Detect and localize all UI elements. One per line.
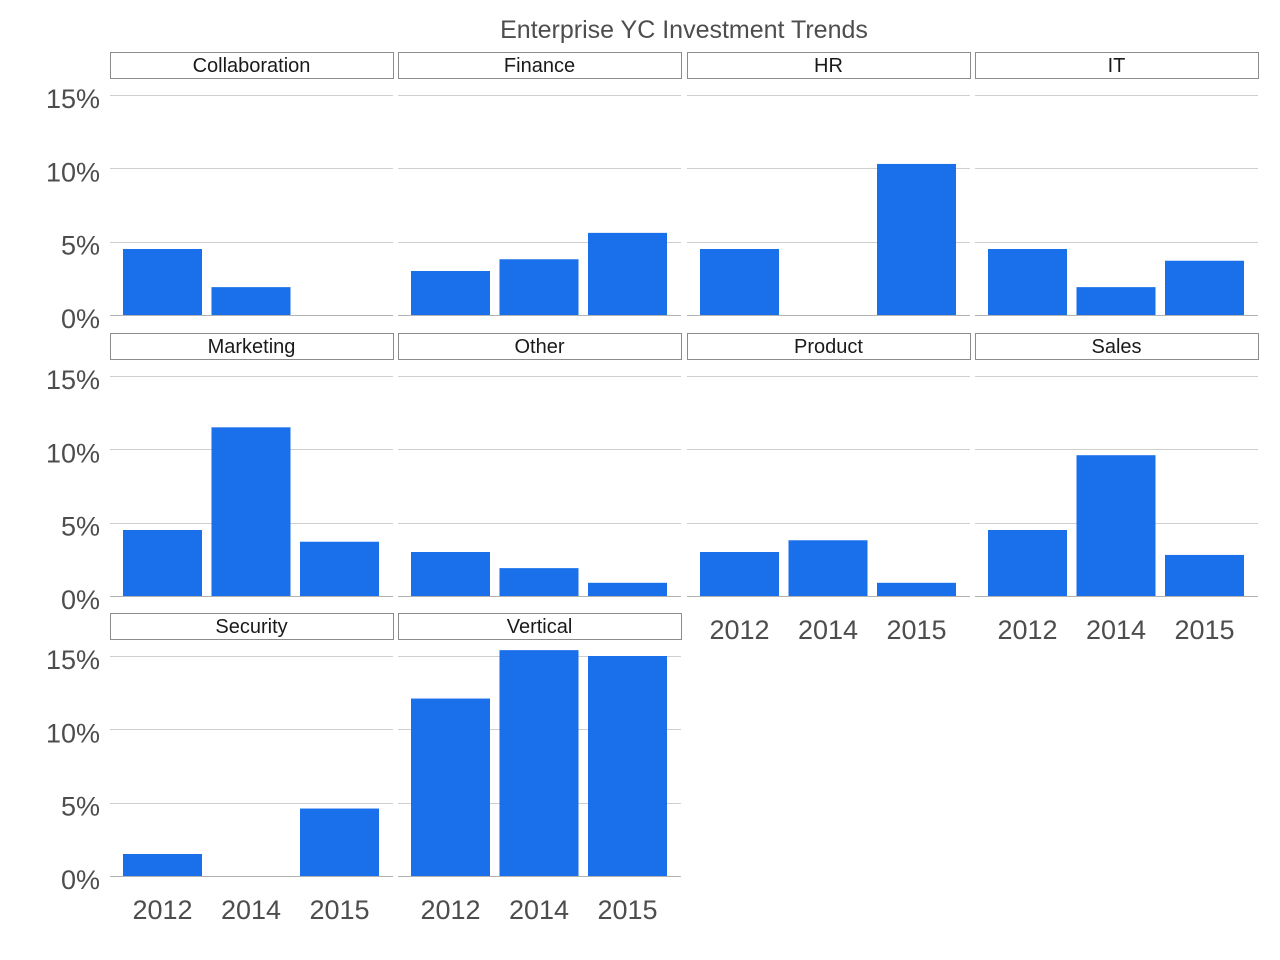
x-tick-label: 2012 [709, 615, 769, 645]
bar-vertical-2015 [588, 656, 667, 876]
bar-other-2015 [588, 582, 667, 596]
bar-marketing-2014 [211, 427, 291, 596]
y-tick-label: 15% [46, 645, 100, 675]
panel-strip [687, 52, 971, 79]
bar-finance-2015 [588, 232, 667, 315]
panel-label: Marketing [208, 336, 296, 358]
bar-finance-2014 [499, 259, 579, 315]
y-tick-label: 0% [61, 585, 100, 615]
bar-marketing-2015 [300, 541, 379, 596]
x-tick-label: 2015 [886, 615, 946, 645]
panel-label: Security [215, 616, 287, 638]
panel-strip [398, 613, 682, 640]
panel-label: Collaboration [193, 55, 311, 77]
x-tick-label: 2012 [420, 895, 480, 925]
bar-sales-2012 [988, 530, 1067, 596]
panel-label: Finance [504, 55, 575, 77]
panel-strip [687, 333, 971, 360]
bar-other-2012 [411, 552, 490, 596]
y-tick-label: 0% [61, 865, 100, 895]
bar-other-2014 [499, 568, 579, 596]
y-tick-label: 10% [46, 438, 100, 468]
panel-label: IT [1108, 55, 1126, 77]
panel-collaboration: Collaboration 0% 5% 10% 15% [46, 52, 394, 334]
bar-security-2015 [300, 808, 379, 876]
bar-collaboration-2014 [211, 287, 291, 315]
panel-label: Product [794, 336, 863, 358]
panel-product: Product 2012 2014 2015 [687, 333, 971, 645]
bar-hr-2015 [877, 163, 956, 315]
bar-sales-2014 [1076, 455, 1156, 596]
chart-title: Enterprise YC Investment Trends [500, 16, 868, 44]
x-tick-label: 2012 [132, 895, 192, 925]
panel-strip [975, 52, 1259, 79]
panel-finance: Finance [398, 52, 682, 316]
bar-collaboration-2012 [123, 249, 202, 315]
panel-strip [398, 52, 682, 79]
bar-finance-2012 [411, 271, 490, 315]
bar-hr-2012 [700, 249, 779, 315]
panel-label: Sales [1091, 336, 1141, 358]
panel-label: HR [814, 55, 843, 77]
y-tick-label: 15% [46, 365, 100, 395]
panel-label: Other [514, 336, 564, 358]
bar-security-2012 [123, 854, 202, 876]
y-tick-label: 5% [61, 512, 100, 542]
y-tick-label: 10% [46, 157, 100, 187]
panel-strip [398, 333, 682, 360]
bar-sales-2015 [1165, 554, 1244, 596]
x-tick-label: 2014 [221, 895, 281, 925]
x-tick-label: 2014 [509, 895, 569, 925]
bar-it-2014 [1076, 287, 1156, 315]
x-tick-label: 2015 [597, 895, 657, 925]
x-tick-label: 2015 [309, 895, 369, 925]
x-tick-label: 2015 [1174, 615, 1234, 645]
y-tick-label: 0% [61, 304, 100, 334]
panel-strip [110, 52, 394, 79]
panel-hr: HR [687, 52, 971, 316]
x-tick-label: 2012 [997, 615, 1057, 645]
panel-marketing: Marketing 0% 5% 10% 15% [46, 333, 394, 615]
panel-other: Other [398, 333, 682, 597]
y-tick-label: 15% [46, 84, 100, 114]
bar-it-2015 [1165, 260, 1244, 315]
x-tick-label: 2014 [798, 615, 858, 645]
bar-product-2015 [877, 582, 956, 596]
panel-strip [975, 333, 1259, 360]
bar-product-2014 [788, 540, 868, 596]
bar-vertical-2012 [411, 698, 490, 876]
y-tick-label: 5% [61, 231, 100, 261]
bar-vertical-2014 [499, 650, 579, 876]
y-tick-label: 5% [61, 792, 100, 822]
bar-it-2012 [988, 249, 1067, 315]
x-tick-label: 2014 [1086, 615, 1146, 645]
panel-strip [110, 333, 394, 360]
panel-it: IT [975, 52, 1259, 316]
panel-vertical: Vertical 2012 2014 2015 [398, 613, 682, 925]
bar-product-2012 [700, 552, 779, 596]
bar-marketing-2012 [123, 530, 202, 596]
panel-sales: Sales 2012 2014 2015 [975, 333, 1259, 645]
panel-strip [110, 613, 394, 640]
panel-security: Security 0% 5% 10% 15% 2012 2014 2015 [46, 613, 394, 925]
panel-label: Vertical [507, 616, 573, 638]
y-tick-label: 10% [46, 718, 100, 748]
chart-panels: Collaboration 0% 5% 10% 15% Finance HR IT Market… [46, 52, 1259, 925]
